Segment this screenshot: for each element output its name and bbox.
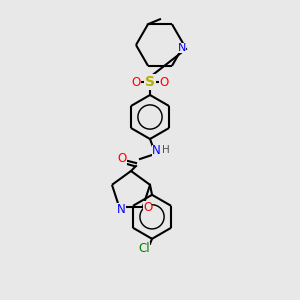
- Text: S: S: [145, 75, 155, 89]
- Text: Cl: Cl: [138, 242, 150, 255]
- Text: N: N: [178, 43, 186, 53]
- Text: N: N: [117, 203, 126, 216]
- Text: N: N: [152, 145, 160, 158]
- Text: H: H: [162, 145, 170, 155]
- Text: O: O: [143, 201, 152, 214]
- Text: O: O: [131, 76, 141, 88]
- Text: O: O: [117, 152, 127, 166]
- Text: O: O: [159, 76, 169, 88]
